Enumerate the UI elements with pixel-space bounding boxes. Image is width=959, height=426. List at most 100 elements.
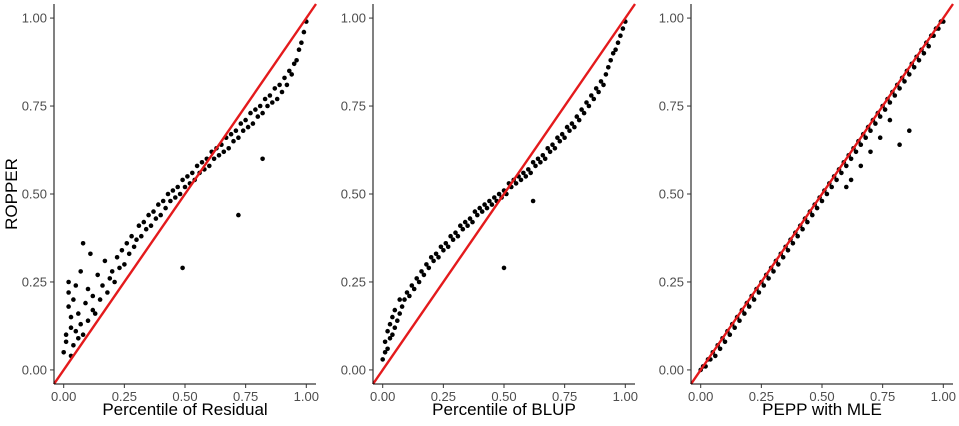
- data-point: [897, 142, 902, 147]
- data-point: [233, 128, 239, 133]
- data-point: [182, 184, 188, 190]
- data-point: [139, 233, 144, 239]
- x-tick-label: 0.50: [172, 389, 197, 404]
- data-point: [122, 262, 127, 267]
- data-point: [163, 205, 168, 211]
- data-point: [95, 272, 100, 278]
- data-point: [216, 153, 222, 158]
- data-point: [382, 339, 388, 345]
- data-point: [776, 262, 781, 267]
- data-point: [392, 325, 398, 331]
- y-tick-label: 1.00: [659, 11, 684, 26]
- data-point: [124, 241, 130, 246]
- data-point: [402, 297, 407, 302]
- data-point: [119, 248, 125, 253]
- data-point: [433, 251, 439, 257]
- data-point: [489, 202, 495, 207]
- data-point: [146, 212, 151, 218]
- data-point: [545, 146, 550, 151]
- data-point: [462, 219, 468, 225]
- data-point: [470, 219, 475, 225]
- data-point: [411, 286, 417, 292]
- data-point: [243, 117, 248, 123]
- data-point: [180, 177, 185, 183]
- x-axis-title: Percentile of BLUP: [432, 400, 576, 419]
- data-point: [291, 61, 297, 67]
- data-point: [542, 156, 548, 162]
- data-points: [61, 19, 309, 359]
- data-point: [887, 117, 893, 123]
- y-tick-label: 0.75: [341, 99, 366, 114]
- data-point: [530, 198, 536, 204]
- data-point: [156, 202, 161, 207]
- data-point: [727, 332, 733, 338]
- data-point: [916, 58, 922, 63]
- data-point: [472, 209, 478, 214]
- data-point: [550, 142, 555, 147]
- data-point: [407, 293, 412, 299]
- data-point: [800, 226, 805, 232]
- data-point: [603, 72, 609, 77]
- data-point: [610, 51, 616, 56]
- reference-line: [690, 3, 954, 385]
- data-point: [226, 146, 231, 151]
- data-point: [221, 149, 227, 155]
- data-point: [518, 177, 524, 183]
- data-point: [228, 131, 234, 137]
- scatter-panel-1: 0.00 0.25 0.50 0.75 1.00 0.00 0.25 0.50 0.75 1.00…: [2, 3, 319, 419]
- data-point: [766, 276, 771, 281]
- y-tick-label: 0.00: [22, 362, 47, 377]
- data-point: [66, 279, 71, 285]
- data-point: [785, 248, 791, 253]
- data-point: [535, 156, 541, 162]
- y-tick-label: 1.00: [341, 11, 366, 26]
- data-point: [80, 332, 86, 338]
- data-point: [576, 117, 582, 123]
- data-point: [445, 244, 451, 250]
- data-point: [608, 58, 613, 63]
- data-point: [897, 86, 902, 91]
- data-point: [390, 314, 395, 320]
- data-point: [387, 336, 393, 341]
- data-point: [260, 110, 265, 116]
- data-point: [117, 265, 122, 271]
- data-point: [424, 262, 429, 267]
- data-point: [713, 353, 718, 359]
- data-point: [513, 181, 519, 186]
- x-tick-label: 0.75: [233, 389, 258, 404]
- data-point: [540, 153, 546, 158]
- data-point: [810, 212, 815, 218]
- data-point: [180, 265, 185, 271]
- y-tick-label: 0.75: [22, 99, 47, 114]
- data-point: [448, 233, 453, 239]
- data-point: [63, 339, 69, 345]
- data-point: [848, 177, 854, 183]
- data-point: [284, 82, 290, 88]
- data-point: [526, 167, 531, 172]
- data-point: [450, 237, 456, 242]
- y-tick-label: 0.00: [659, 362, 684, 377]
- data-point: [299, 40, 304, 45]
- data-point: [294, 58, 299, 63]
- data-point: [887, 100, 893, 105]
- data-point: [270, 100, 275, 105]
- data-point: [250, 121, 256, 126]
- data-point: [780, 254, 786, 260]
- x-tick-label: 0.25: [431, 389, 456, 404]
- data-point: [574, 114, 580, 119]
- data-point: [173, 195, 178, 200]
- data-point: [262, 96, 268, 102]
- data-point: [482, 202, 487, 207]
- x-tick-label: 0.00: [688, 389, 713, 404]
- data-point: [907, 72, 912, 77]
- data-point: [73, 328, 79, 334]
- data-point: [90, 293, 96, 299]
- data-point: [419, 269, 424, 274]
- data-point: [66, 304, 71, 309]
- data-point: [265, 103, 270, 109]
- data-point: [501, 265, 507, 271]
- data-point: [839, 170, 844, 176]
- data-point: [443, 241, 449, 246]
- data-point: [175, 184, 180, 190]
- data-point: [911, 65, 917, 70]
